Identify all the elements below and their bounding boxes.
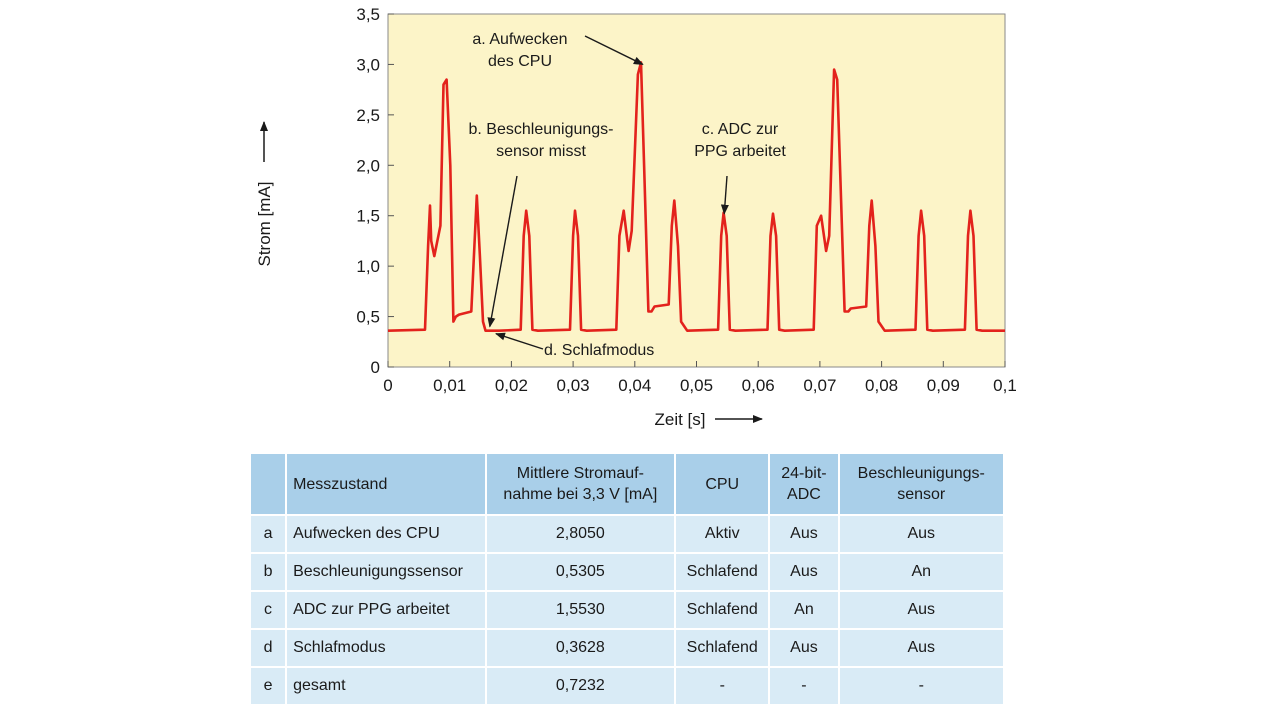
annotations: a. Aufwecken des CPU b. Beschleunigungs-se…: [469, 31, 787, 359]
table-header-cell: [251, 454, 286, 514]
table-cell: An: [839, 554, 1003, 590]
annotation-arrow: [495, 332, 544, 350]
table-cell: 2,8050: [486, 516, 675, 552]
series-line-current: [387, 61, 1005, 332]
y-tick-label: 3,0: [356, 55, 380, 74]
table-cell: -: [839, 668, 1003, 704]
table-cell: ADC zur PPG arbeitet: [287, 592, 485, 628]
annotation-text: c. ADC zur: [702, 121, 779, 138]
y-tick-label: 1,5: [356, 207, 380, 226]
annotation-c: c. ADC zur PPG arbeitet: [694, 121, 786, 215]
table-cell: c: [251, 592, 286, 628]
table-header-cell: CPU: [676, 454, 769, 514]
table-cell: e: [251, 668, 286, 704]
current-chart: 0 0,5 1,0 1,5 2,0 2,5 3,0 3,5 0 0,01 0,02 0,03 0,04…: [255, 5, 1017, 429]
annotation-text: sensor misst: [496, 143, 586, 160]
annotation-text: PPG arbeitet: [694, 143, 786, 160]
table-cell: 0,7232: [486, 668, 675, 704]
table-cell: Aus: [839, 630, 1003, 666]
table-cell: Aus: [770, 554, 838, 590]
table-cell: Aus: [770, 630, 838, 666]
y-tick-label: 3,5: [356, 5, 380, 24]
annotation-arrow: [487, 175, 518, 328]
y-axis: 0 0,5 1,0 1,5 2,0 2,5 3,0 3,5: [356, 5, 394, 377]
x-tick-label: 0,03: [557, 376, 590, 395]
annotation-text: des CPU: [488, 53, 552, 70]
table-cell: Aufwecken des CPU: [287, 516, 485, 552]
annotation-text: d. Schlafmodus: [544, 342, 654, 359]
x-tick-label: 0: [383, 376, 392, 395]
y-tick-label: 0,5: [356, 308, 380, 327]
table-header-cell: Messzustand: [287, 454, 485, 514]
table-row: a Aufwecken des CPU 2,8050 Aktiv Aus Aus: [251, 516, 1003, 552]
table-cell: d: [251, 630, 286, 666]
table-cell: Schlafmodus: [287, 630, 485, 666]
x-tick-label: 0,1: [993, 376, 1017, 395]
table-row: c ADC zur PPG arbeitet 1,5530 Schlafend An Au…: [251, 592, 1003, 628]
x-axis-label-group: Zeit [s]: [654, 410, 763, 429]
table-cell: 0,3628: [486, 630, 675, 666]
x-tick-label: 0,09: [927, 376, 960, 395]
x-tick-label: 0,02: [495, 376, 528, 395]
x-tick-label: 0,01: [433, 376, 466, 395]
table-cell: b: [251, 554, 286, 590]
table-row: b Beschleunigungssensor 0,5305 Schlafend Aus…: [251, 554, 1003, 590]
table-header-row: Messzustand Mittlere Stromauf- nahme bei …: [251, 454, 1003, 514]
annotation-b: b. Beschleunigungs-sensor misst: [469, 121, 614, 328]
y-axis-label-group: Strom [mA]: [255, 121, 274, 267]
table-cell: An: [770, 592, 838, 628]
table-cell: 1,5530: [486, 592, 675, 628]
annotation-arrow: [720, 175, 729, 215]
table-row: d Schlafmodus 0,3628 Schlafend Aus Aus: [251, 630, 1003, 666]
annotation-text: b. Beschleunigungs-: [469, 121, 614, 138]
table-body: a Aufwecken des CPU 2,8050 Aktiv Aus Aus b Besc…: [251, 516, 1003, 704]
y-tick-label: 1,0: [356, 257, 380, 276]
x-tick-label: 0,04: [618, 376, 651, 395]
x-tick-label: 0,07: [803, 376, 836, 395]
table-cell: a: [251, 516, 286, 552]
table-cell: Schlafend: [676, 592, 769, 628]
table-cell: 0,5305: [486, 554, 675, 590]
table-cell: Aus: [839, 516, 1003, 552]
y-tick-label: 0: [371, 358, 380, 377]
y-tick-label: 2,0: [356, 156, 380, 175]
table-cell: -: [770, 668, 838, 704]
table-header-cell: Mittlere Stromauf- nahme bei 3,3 V [mA]: [486, 454, 675, 514]
plot-area: [387, 13, 1006, 368]
x-tick-label: 0,06: [742, 376, 775, 395]
table-cell: Beschleunigungssensor: [287, 554, 485, 590]
x-tick-label: 0,08: [865, 376, 898, 395]
x-axis-label: Zeit [s]: [654, 410, 705, 429]
table-cell: gesamt: [287, 668, 485, 704]
annotation-d: d. Schlafmodus: [495, 332, 654, 359]
x-tick-label: 0,05: [680, 376, 713, 395]
annotation-text: a. Aufwecken: [472, 31, 567, 48]
table-cell: -: [676, 668, 769, 704]
table-cell: Aus: [770, 516, 838, 552]
measurement-table: Messzustand Mittlere Stromauf- nahme bei …: [249, 452, 1005, 706]
table-row: e gesamt 0,7232- - -: [251, 668, 1003, 704]
annotation-a: a. Aufwecken des CPU: [472, 31, 644, 70]
x-axis: 0 0,01 0,02 0,03 0,04 0,05 0,06 0,07 0,08 0,09 0,1: [383, 361, 1017, 395]
annotation-arrow: [584, 35, 644, 66]
table-header-cell: Beschleunigungs- sensor: [839, 454, 1003, 514]
table-cell: Schlafend: [676, 630, 769, 666]
table-header-cell: 24-bit- ADC: [770, 454, 838, 514]
table-cell: Schlafend: [676, 554, 769, 590]
y-axis-label: Strom [mA]: [255, 181, 274, 266]
table-cell: Aktiv: [676, 516, 769, 552]
y-tick-label: 2,5: [356, 106, 380, 125]
table-cell: Aus: [839, 592, 1003, 628]
